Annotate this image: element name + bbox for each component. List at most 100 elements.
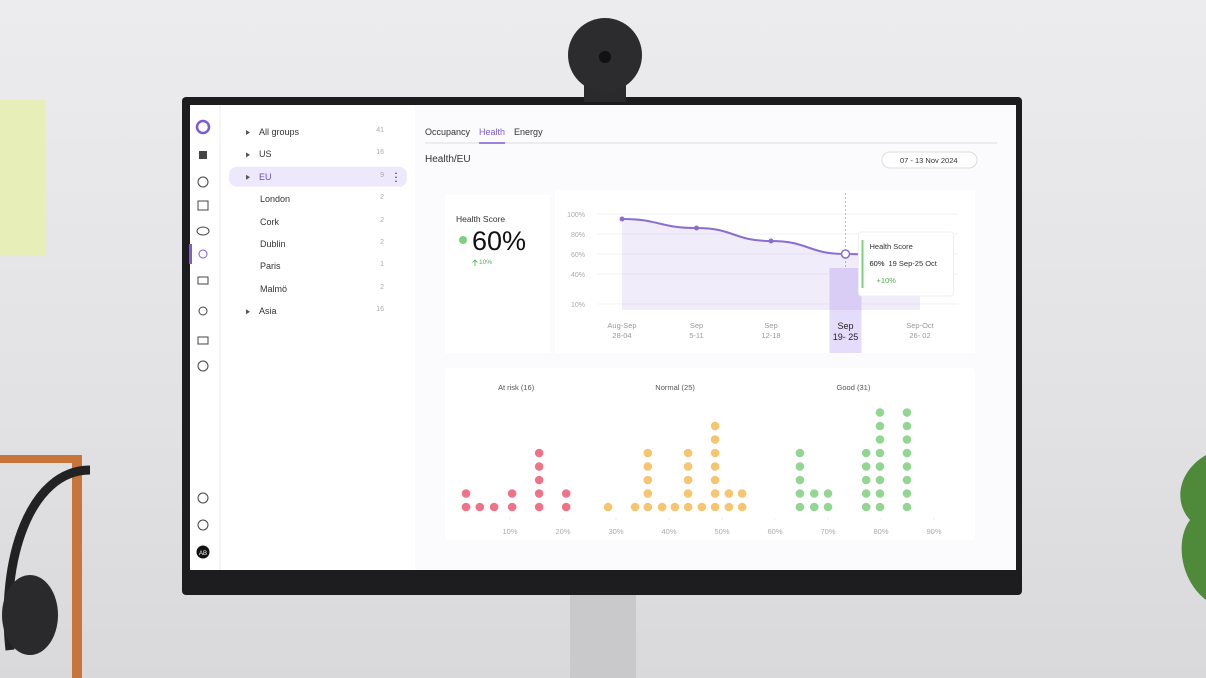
nav-icon[interactable]	[197, 360, 209, 372]
group-count: 16	[376, 306, 384, 314]
group-name[interactable]: Dublin	[260, 239, 286, 249]
dot	[902, 489, 912, 498]
dot	[861, 448, 871, 458]
group-name[interactable]: All groups	[259, 127, 300, 137]
group-count: 2	[380, 216, 384, 224]
dot	[561, 489, 571, 498]
group-name[interactable]: Paris	[260, 261, 281, 272]
tab[interactable]: Health	[479, 127, 506, 137]
point	[840, 249, 851, 259]
dot	[534, 475, 544, 485]
nav-icon[interactable]	[197, 519, 209, 531]
dot	[902, 475, 912, 485]
dot	[683, 489, 693, 498]
x-tick-label: Sep 12-18	[761, 321, 781, 340]
dot	[710, 489, 720, 498]
group-count: 16	[376, 149, 384, 157]
avatar[interactable]: AB	[199, 551, 207, 557]
tooltip-period: 19 Sep-25 Oct	[888, 259, 937, 268]
nav-icon[interactable]	[197, 336, 209, 345]
dot	[795, 502, 805, 512]
dot	[861, 489, 871, 498]
group-name[interactable]: Asia	[259, 306, 277, 317]
x-tick-label: 40%	[661, 527, 676, 536]
nav-icon[interactable]	[197, 492, 209, 504]
x-tick-label: Sep 5-11	[689, 321, 704, 340]
dot	[683, 448, 693, 458]
dot	[561, 502, 571, 512]
group-label: Good (31)	[837, 383, 871, 392]
dot	[875, 448, 885, 458]
tab[interactable]: Occupancy	[425, 127, 471, 137]
group-name[interactable]: EU	[259, 171, 272, 182]
dot	[875, 462, 885, 471]
dot	[475, 502, 485, 512]
group-label: At risk (16)	[498, 383, 535, 392]
nav-icon[interactable]	[197, 276, 209, 285]
x-tick-label: 70%	[820, 527, 835, 536]
y-tick-label: 80%	[571, 232, 585, 239]
expander[interactable]	[246, 152, 250, 158]
dot	[507, 502, 517, 512]
dot	[737, 489, 747, 498]
dot	[823, 489, 833, 498]
note	[0, 100, 45, 255]
dot	[534, 462, 544, 471]
dot	[861, 462, 871, 471]
group-name[interactable]: US	[259, 149, 272, 160]
x-tick-label: 60%	[767, 527, 782, 536]
date-range[interactable]: 07 - 13 Nov 2024	[900, 156, 958, 165]
dot	[710, 421, 720, 431]
dot	[724, 502, 734, 512]
plant	[1180, 455, 1206, 600]
x-tick-label: Aug-Sep 28-04	[607, 321, 637, 340]
nav-icon[interactable]	[196, 226, 210, 236]
expander[interactable]	[246, 309, 250, 315]
dot	[875, 421, 885, 431]
group-count: 2	[380, 283, 384, 291]
nav-icon[interactable]	[197, 200, 209, 211]
tab[interactable]: Energy	[514, 127, 543, 137]
point	[768, 238, 774, 244]
avatar-bg[interactable]	[196, 545, 210, 559]
dot	[823, 502, 833, 512]
x-tick-label: 30%	[608, 527, 623, 536]
group-name[interactable]: Malmö	[260, 283, 288, 294]
dot	[710, 462, 720, 471]
x-tick-label: 50%	[714, 527, 729, 536]
dot	[861, 502, 871, 512]
logo	[195, 119, 211, 135]
expander[interactable]	[246, 174, 250, 180]
nav-icon[interactable]	[198, 249, 208, 259]
nav-icon[interactable]	[197, 176, 209, 188]
dot	[670, 502, 680, 512]
expander[interactable]	[246, 130, 250, 135]
dot	[657, 502, 667, 512]
score-value: 60%	[472, 226, 527, 256]
date-picker[interactable]	[881, 151, 978, 169]
dot	[861, 475, 871, 485]
score-change: 10%	[479, 259, 493, 266]
x-tick-label: Sep 19- 25	[832, 321, 859, 342]
webcam	[568, 18, 642, 102]
breadcrumb: Health/EU	[425, 154, 471, 165]
dot	[875, 502, 885, 512]
dot	[489, 502, 499, 512]
dot	[643, 448, 653, 458]
x-tick-label: 80%	[873, 527, 888, 536]
headset	[0, 455, 91, 678]
dot	[643, 502, 653, 512]
group-name[interactable]: Cork	[260, 216, 280, 227]
group-name[interactable]: London	[260, 194, 291, 205]
dot	[875, 475, 885, 485]
point	[694, 225, 699, 231]
dot	[643, 462, 653, 471]
nav-icon[interactable]	[198, 306, 208, 316]
dot	[603, 502, 613, 512]
nav-icon[interactable]	[199, 151, 207, 159]
dot	[902, 502, 912, 512]
tooltip-change: +10%	[876, 276, 896, 285]
dot	[710, 502, 720, 512]
dot	[875, 489, 885, 498]
